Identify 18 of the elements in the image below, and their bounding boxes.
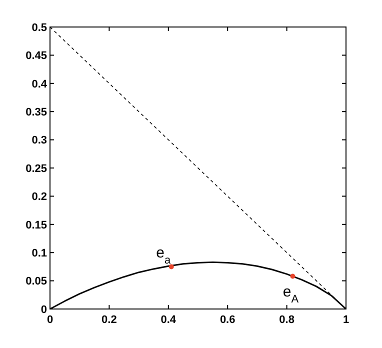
y-tick-label: 0.4: [32, 78, 48, 90]
x-tick-label: 1: [342, 314, 350, 326]
y-tick-label: 0.3: [32, 134, 47, 147]
x-tick-label: 0.6: [220, 314, 236, 326]
y-tick-label: 0.45: [26, 50, 47, 62]
y-tick-label: 0.05: [26, 276, 47, 288]
annotation: e$_{A}$: [282, 283, 300, 306]
y-tick-label: 0.1: [32, 247, 47, 260]
x-tick-label: 0.2: [102, 314, 117, 326]
y-tick-label: 0.25: [26, 162, 47, 175]
y-tick-label: 0.35: [26, 106, 47, 118]
y-tick-label: 0: [40, 304, 47, 316]
x-tick-label: 0.4: [160, 314, 177, 326]
annotation: e$_{a}$: [156, 244, 172, 267]
y-tick-label: 0.2: [32, 191, 47, 204]
y-tick-label: 0.5: [32, 22, 47, 34]
x-tick-label: 0.8: [279, 314, 294, 326]
y-tick-label: 0.15: [26, 219, 47, 232]
